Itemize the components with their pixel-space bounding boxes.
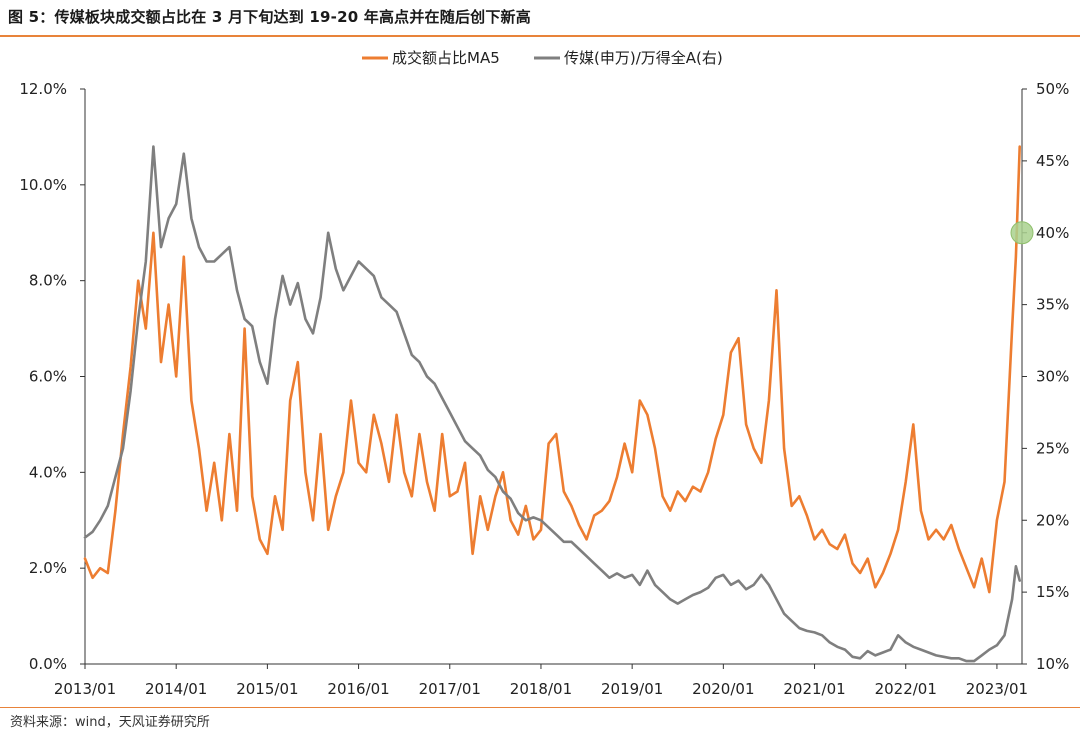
x-tick-label: 2018/01 [510,680,572,698]
y-right-tick-label: 45% [1036,152,1069,170]
x-tick-label: 2020/01 [692,680,754,698]
y-right-tick-label: 15% [1036,583,1069,601]
y-right-tick-label: 30% [1036,368,1069,386]
x-tick-label: 2016/01 [327,680,389,698]
y-right-tick-label: 25% [1036,439,1069,457]
y-left-tick-label: 2.0% [29,559,67,577]
legend: 成交额占比MA5 传媒(申万)/万得全A(右) [362,49,723,67]
y-left-tick-label: 12.0% [19,80,67,98]
legend-label-turnover: 成交额占比MA5 [392,49,500,67]
x-tick-label: 2023/01 [966,680,1028,698]
highlight-marker [1010,221,1034,245]
y-right-tick-label: 10% [1036,655,1069,673]
x-tick-label: 2019/01 [601,680,663,698]
y-left-tick-label: 4.0% [29,463,67,481]
title-rule [0,35,1080,37]
series-group [83,145,1021,663]
y-right-tick-label: 40% [1036,224,1069,242]
y-left-tick-label: 10.0% [19,176,67,194]
y-left-tick-label: 6.0% [29,368,67,386]
y-left-tick-label: 8.0% [29,272,67,290]
figure-title: 图 5：传媒板块成交额占比在 3 月下旬达到 19-20 年高点并在随后创下新高 [8,8,531,26]
y-right-tick-label: 20% [1036,511,1069,529]
x-tick-label: 2022/01 [875,680,937,698]
highlight-circle [1010,221,1034,245]
y-right-tick-label: 35% [1036,296,1069,314]
y-left-tick-label: 0.0% [29,655,67,673]
source-note: 资料来源：wind，天风证券研究所 [10,715,210,730]
legend-label-media: 传媒(申万)/万得全A(右) [564,49,723,67]
x-tick-label: 2013/01 [54,680,116,698]
x-tick-label: 2017/01 [419,680,481,698]
y-right-tick-label: 50% [1036,80,1069,98]
axes: 0.0% 2.0% 4.0% 6.0% 8.0% 10.0% 12.0% 10% 15% 20% 2… [19,80,1069,698]
x-tick-label: 2014/01 [145,680,207,698]
footer-rule [0,707,1080,708]
x-tick-label: 2015/01 [236,680,298,698]
series-line-media-relative [83,145,1021,663]
series-line-turnover-ratio [83,145,1021,594]
x-tick-label: 2021/01 [783,680,845,698]
